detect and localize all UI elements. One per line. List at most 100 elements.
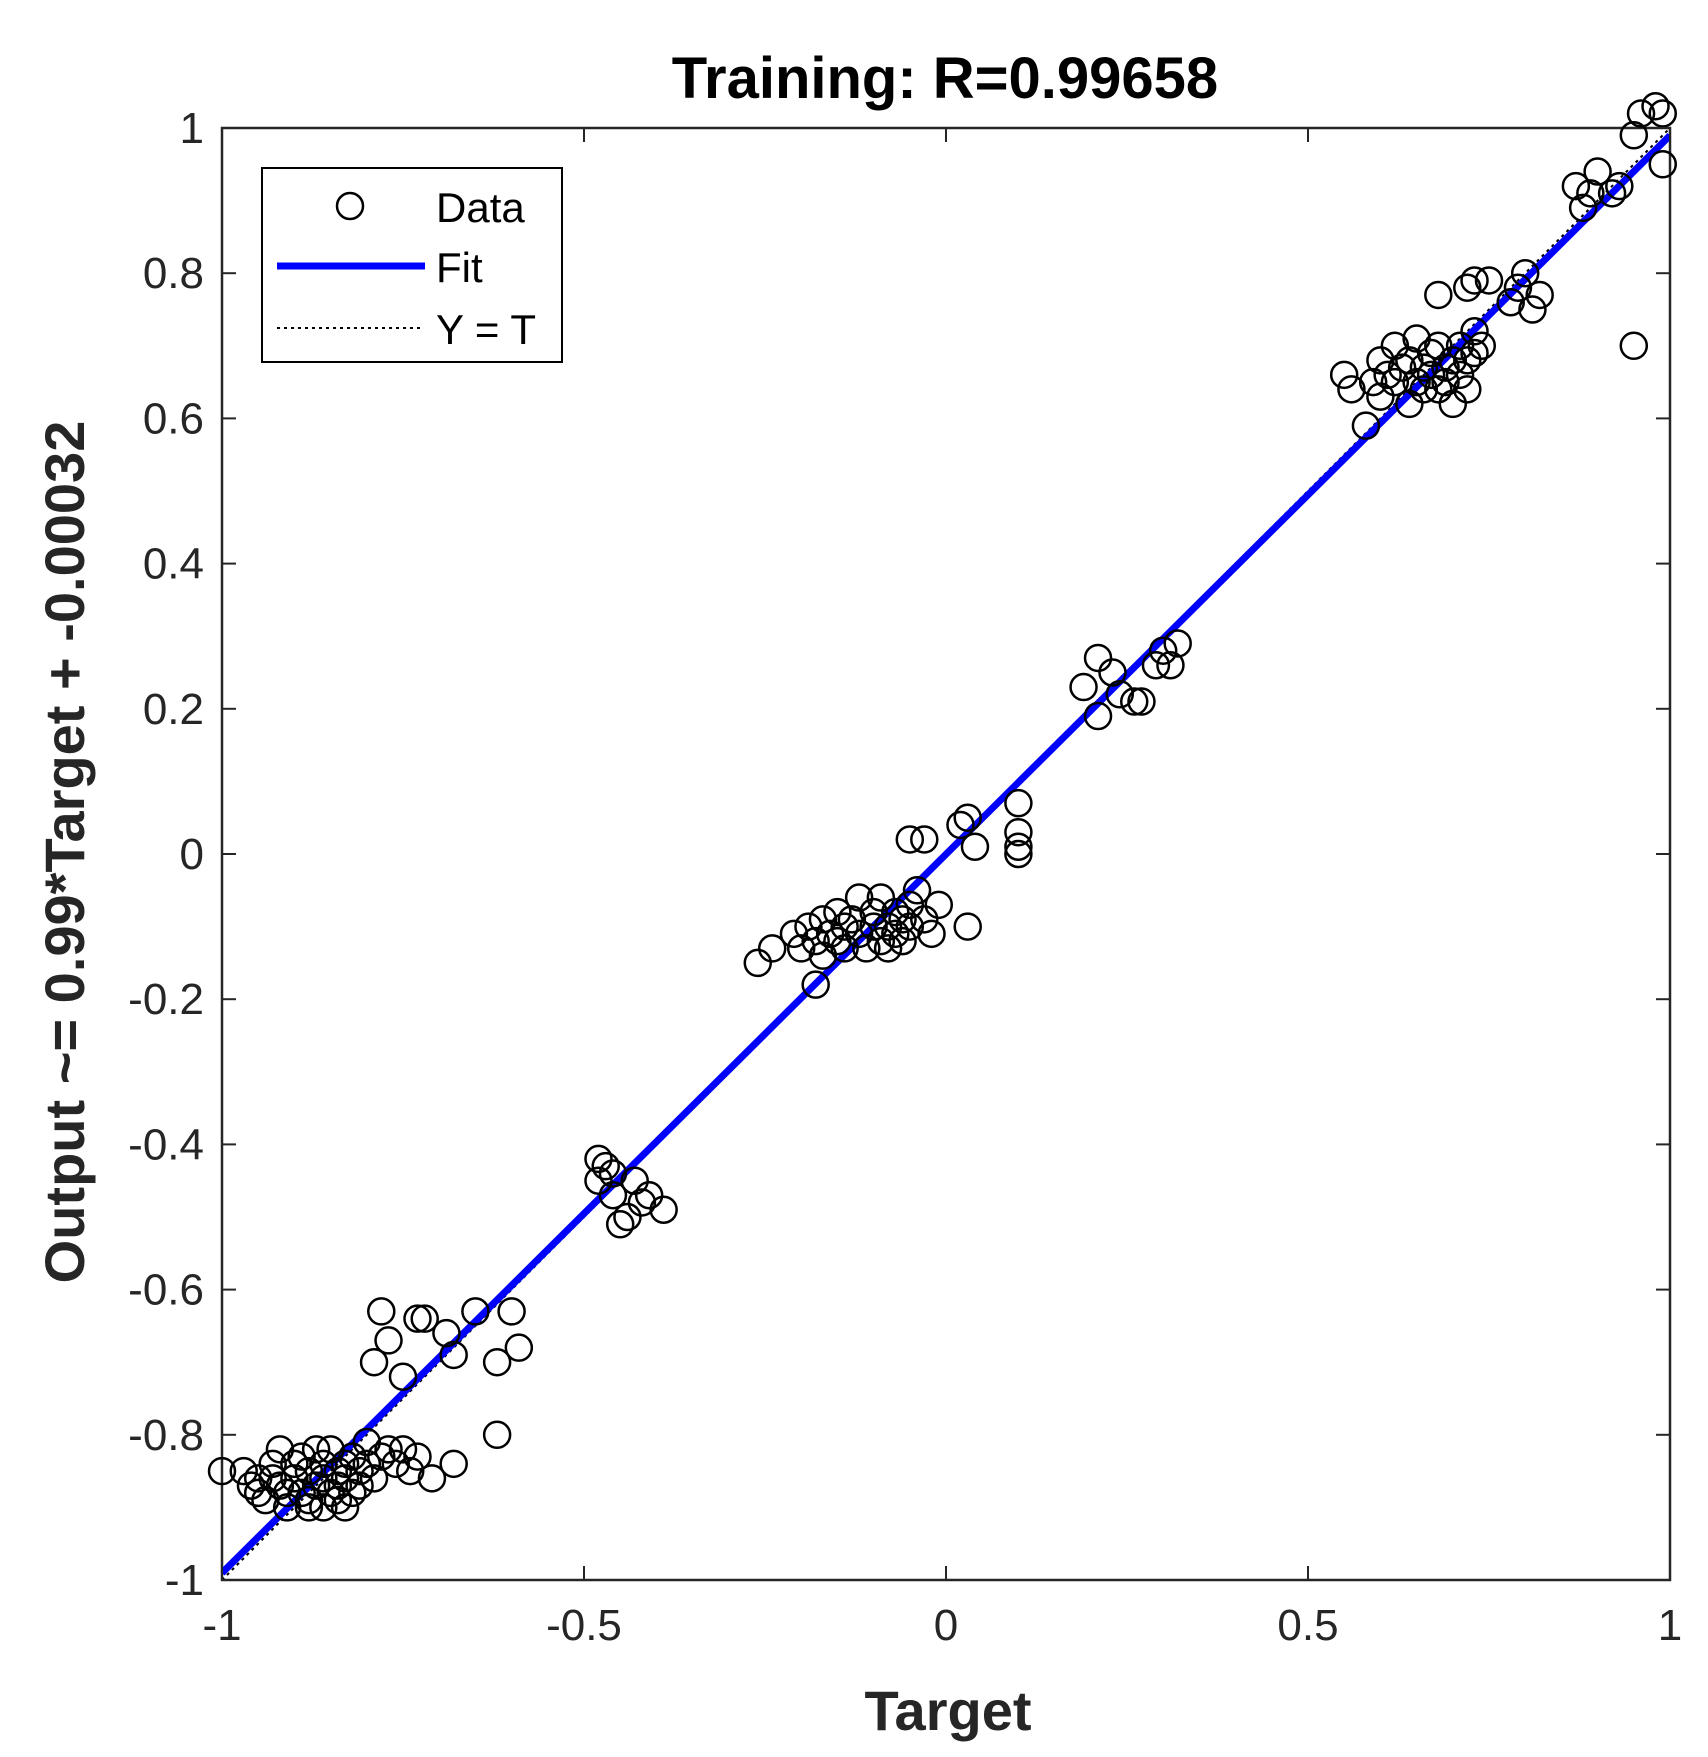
data-point bbox=[1619, 121, 1649, 150]
data-point bbox=[910, 825, 939, 854]
data-point bbox=[1474, 266, 1504, 295]
identity-line bbox=[222, 128, 1670, 1580]
legend-identity-label: Y = T bbox=[436, 306, 536, 353]
data-point bbox=[1380, 367, 1410, 397]
data-point bbox=[338, 1478, 367, 1508]
data-point bbox=[1431, 353, 1460, 382]
x-tick-label: -1 bbox=[202, 1601, 241, 1650]
y-tick-label: 0 bbox=[180, 830, 204, 879]
data-point bbox=[591, 1151, 620, 1181]
data-point bbox=[395, 1456, 425, 1486]
data-point bbox=[1351, 411, 1381, 440]
data-point bbox=[815, 919, 845, 949]
y-tick-label: 0.8 bbox=[143, 249, 204, 298]
data-point bbox=[265, 1435, 295, 1464]
data-point bbox=[258, 1464, 287, 1493]
data-point bbox=[844, 883, 874, 912]
data-point bbox=[1395, 389, 1424, 419]
data-point bbox=[1004, 839, 1033, 869]
data-point bbox=[323, 1471, 353, 1500]
data-point bbox=[1648, 99, 1678, 128]
x-axis-label: Target bbox=[865, 1679, 1032, 1742]
data-point bbox=[330, 1449, 360, 1479]
data-point bbox=[1387, 353, 1417, 382]
data-point bbox=[801, 970, 830, 999]
data-point bbox=[1460, 338, 1489, 368]
data-point bbox=[1583, 157, 1612, 186]
chart-title: Training: R=0.99658 bbox=[672, 46, 1218, 111]
legend-fit-label: Fit bbox=[436, 244, 483, 291]
x-tick-label: 1 bbox=[1658, 1601, 1682, 1650]
data-point bbox=[1453, 273, 1482, 302]
data-point bbox=[294, 1485, 324, 1515]
y-tick-label: -1 bbox=[165, 1556, 204, 1605]
data-point bbox=[381, 1449, 411, 1479]
data-point bbox=[1424, 331, 1453, 361]
data-point bbox=[1004, 832, 1033, 861]
data-point bbox=[323, 1456, 353, 1486]
data-point bbox=[823, 926, 852, 956]
data-point bbox=[1510, 258, 1540, 288]
data-point bbox=[1416, 360, 1446, 390]
data-point bbox=[953, 912, 982, 941]
data-point bbox=[873, 912, 903, 941]
data-point bbox=[1438, 346, 1468, 375]
data-point bbox=[1619, 331, 1649, 361]
data-point bbox=[359, 1464, 389, 1493]
data-point bbox=[620, 1166, 649, 1195]
data-point bbox=[1358, 367, 1388, 397]
data-point bbox=[830, 912, 859, 941]
data-point bbox=[1431, 367, 1460, 397]
data-point bbox=[808, 941, 838, 970]
data-point bbox=[1105, 680, 1135, 709]
data-point bbox=[1395, 346, 1424, 375]
data-point bbox=[1605, 171, 1634, 201]
data-point bbox=[917, 919, 946, 949]
data-point bbox=[229, 1456, 258, 1486]
data-point bbox=[236, 1471, 266, 1500]
data-point bbox=[1004, 788, 1033, 818]
data-point bbox=[345, 1456, 374, 1486]
data-point bbox=[258, 1449, 287, 1479]
data-point bbox=[1366, 382, 1395, 411]
data-point bbox=[1467, 331, 1497, 361]
data-point bbox=[627, 1188, 657, 1217]
data-point bbox=[895, 825, 925, 854]
plot-area bbox=[207, 91, 1678, 1582]
data-point bbox=[461, 1297, 490, 1326]
data-point bbox=[352, 1427, 382, 1457]
data-point bbox=[1626, 99, 1656, 128]
data-point bbox=[584, 1144, 613, 1174]
data-point bbox=[779, 919, 809, 949]
y-tick-label: 0.2 bbox=[143, 685, 204, 734]
data-point bbox=[786, 934, 816, 963]
data-point bbox=[294, 1493, 324, 1522]
data-point bbox=[1525, 280, 1554, 310]
data-point bbox=[1337, 375, 1366, 404]
data-point bbox=[1083, 643, 1113, 673]
data-point bbox=[823, 897, 852, 927]
data-point bbox=[287, 1442, 316, 1471]
data-point bbox=[895, 890, 925, 920]
data-point bbox=[410, 1304, 439, 1333]
data-point bbox=[605, 1210, 635, 1239]
data-point bbox=[1460, 266, 1489, 295]
data-point bbox=[403, 1442, 432, 1471]
data-point bbox=[910, 905, 939, 934]
data-point bbox=[439, 1449, 468, 1479]
data-point bbox=[439, 1340, 468, 1370]
data-point bbox=[1409, 353, 1439, 382]
data-point bbox=[960, 832, 990, 861]
data-point bbox=[309, 1464, 338, 1493]
data-point bbox=[859, 897, 888, 927]
data-point bbox=[649, 1195, 678, 1224]
data-point bbox=[1380, 331, 1410, 361]
data-point bbox=[1329, 360, 1359, 390]
data-point bbox=[1641, 91, 1670, 121]
data-point bbox=[367, 1442, 396, 1471]
data-point bbox=[330, 1464, 360, 1493]
data-point bbox=[287, 1478, 316, 1508]
data-point bbox=[1141, 650, 1171, 680]
